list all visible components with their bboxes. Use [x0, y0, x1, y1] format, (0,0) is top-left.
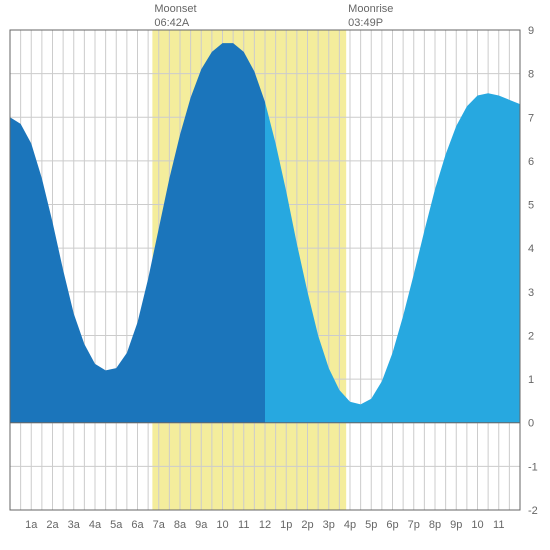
svg-text:10: 10	[216, 519, 228, 531]
svg-text:6a: 6a	[131, 519, 144, 531]
svg-text:6p: 6p	[386, 519, 398, 531]
moonset-label: Moonset 06:42A	[154, 2, 196, 31]
svg-text:10: 10	[471, 519, 483, 531]
svg-text:5: 5	[528, 200, 534, 212]
svg-text:6: 6	[528, 156, 534, 168]
svg-text:3a: 3a	[68, 519, 81, 531]
svg-text:9a: 9a	[195, 519, 208, 531]
svg-text:1p: 1p	[280, 519, 292, 531]
svg-text:12: 12	[259, 519, 271, 531]
svg-text:11: 11	[493, 519, 504, 531]
svg-text:11: 11	[238, 519, 249, 531]
svg-text:7p: 7p	[408, 519, 420, 531]
svg-text:8p: 8p	[429, 519, 441, 531]
moonrise-time: 03:49P	[348, 17, 383, 29]
moonrise-title: Moonrise	[348, 3, 393, 15]
svg-text:4: 4	[528, 243, 534, 255]
tide-chart: Moonset 06:42A Moonrise 03:49P -2-101234…	[0, 0, 550, 550]
moonset-title: Moonset	[154, 3, 196, 15]
svg-text:7: 7	[528, 112, 534, 124]
svg-text:5p: 5p	[365, 519, 377, 531]
svg-text:2p: 2p	[301, 519, 313, 531]
svg-text:2a: 2a	[46, 519, 59, 531]
svg-text:9p: 9p	[450, 519, 462, 531]
svg-text:0: 0	[528, 418, 534, 430]
svg-text:4a: 4a	[89, 519, 102, 531]
svg-text:-2: -2	[528, 505, 538, 517]
svg-text:8: 8	[528, 69, 534, 81]
moonrise-label: Moonrise 03:49P	[348, 2, 393, 31]
svg-text:3p: 3p	[323, 519, 335, 531]
moonset-time: 06:42A	[154, 17, 189, 29]
svg-text:3: 3	[528, 287, 534, 299]
svg-text:2: 2	[528, 330, 534, 342]
svg-text:9: 9	[528, 25, 534, 37]
svg-text:-1: -1	[528, 461, 538, 473]
svg-text:5a: 5a	[110, 519, 123, 531]
chart-svg: -2-101234567891a2a3a4a5a6a7a8a9a1011121p…	[0, 0, 550, 550]
svg-text:8a: 8a	[174, 519, 187, 531]
svg-text:4p: 4p	[344, 519, 356, 531]
svg-text:1: 1	[528, 374, 534, 386]
svg-text:1a: 1a	[25, 519, 38, 531]
svg-text:7a: 7a	[153, 519, 166, 531]
